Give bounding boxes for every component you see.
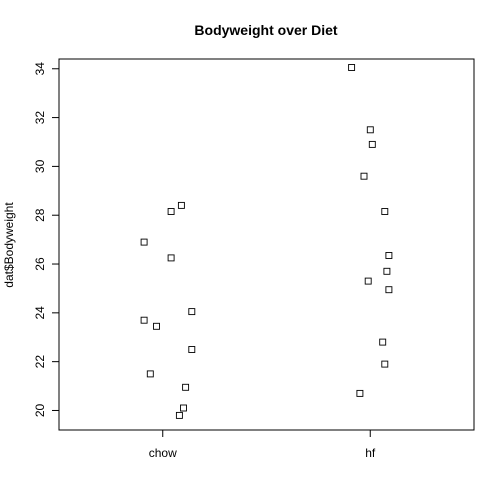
data-point-chow	[181, 405, 187, 411]
data-points	[141, 65, 392, 419]
y-axis-label: dat$Bodyweight	[2, 202, 16, 288]
data-point-chow	[154, 323, 160, 329]
data-point-chow	[141, 317, 147, 323]
data-point-chow	[168, 255, 174, 261]
x-axis: chow hf	[149, 430, 376, 460]
data-point-hf	[386, 253, 392, 259]
data-point-chow	[178, 202, 184, 208]
x-tick-label-hf: hf	[365, 446, 376, 460]
y-tick-label: 20	[33, 403, 47, 417]
data-point-hf	[380, 339, 386, 345]
data-point-hf	[384, 268, 390, 274]
data-point-hf	[357, 390, 363, 396]
data-point-hf	[361, 173, 367, 179]
data-point-hf	[349, 65, 355, 71]
y-tick-label: 30	[33, 159, 47, 173]
y-tick-label: 34	[33, 62, 47, 76]
data-point-hf	[382, 361, 388, 367]
data-point-hf	[367, 127, 373, 133]
data-point-hf	[369, 141, 375, 147]
data-point-chow	[141, 239, 147, 245]
data-point-hf	[365, 278, 371, 284]
data-point-chow	[189, 347, 195, 353]
y-tick-label: 22	[33, 355, 47, 369]
y-axis: 20 22 24 26 28 30 32 34	[33, 62, 59, 417]
data-point-chow	[168, 209, 174, 215]
y-tick-label: 28	[33, 208, 47, 222]
data-point-hf	[382, 209, 388, 215]
y-tick-label: 32	[33, 111, 47, 125]
data-point-hf	[386, 287, 392, 293]
data-point-chow	[147, 371, 153, 377]
data-point-chow	[176, 412, 182, 418]
data-point-chow	[183, 384, 189, 390]
x-tick-label-chow: chow	[149, 446, 177, 460]
plot-area	[59, 59, 474, 430]
data-point-chow	[189, 309, 195, 315]
chart-title: Bodyweight over Diet	[194, 22, 337, 38]
y-tick-label: 24	[33, 306, 47, 320]
y-tick-label: 26	[33, 257, 47, 271]
